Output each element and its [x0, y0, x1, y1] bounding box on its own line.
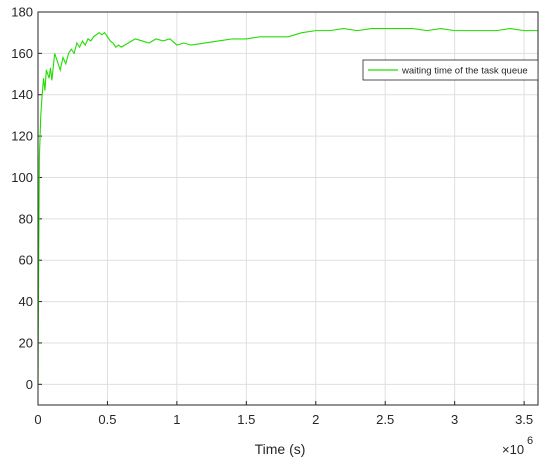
- x-axis-exponent: ×10 6: [502, 435, 533, 457]
- y-tick-label: 140: [11, 87, 33, 102]
- x-tick-label: 0.5: [98, 412, 116, 427]
- y-tick-label: 20: [19, 335, 33, 350]
- legend: waiting time of the task queue: [362, 59, 539, 81]
- y-tick-label: 40: [19, 294, 33, 309]
- x-exponent-power: 6: [527, 435, 533, 447]
- y-axis-ticks: 0 20 40 60 80 100 120 140 160 180: [11, 5, 42, 392]
- x-exponent-base: ×10: [502, 442, 524, 457]
- x-tick-label: 1: [173, 412, 180, 427]
- x-tick-label: 2.5: [376, 412, 394, 427]
- y-tick-label: 100: [11, 170, 33, 185]
- y-tick-label: 60: [19, 253, 33, 268]
- x-axis-ticks: 0 0.5 1 1.5 2 2.5 3 3.5: [34, 401, 533, 427]
- y-tick-label: 80: [19, 211, 33, 226]
- x-tick-label: 3: [451, 412, 458, 427]
- x-tick-label: 2: [312, 412, 319, 427]
- y-tick-label: 180: [11, 5, 33, 20]
- y-tick-label: 0: [26, 377, 33, 392]
- x-tick-label: 3.5: [515, 412, 533, 427]
- y-tick-label: 160: [11, 46, 33, 61]
- legend-label: waiting time of the task queue: [401, 66, 528, 77]
- x-tick-label: 0: [34, 412, 41, 427]
- legend-box: [362, 59, 539, 81]
- x-axis-label: Time (s): [255, 441, 306, 457]
- series-line-waiting-time: [37, 27, 538, 385]
- y-tick-label: 120: [11, 129, 33, 144]
- plot-border: [37, 11, 539, 406]
- x-tick-label: 1.5: [237, 412, 255, 427]
